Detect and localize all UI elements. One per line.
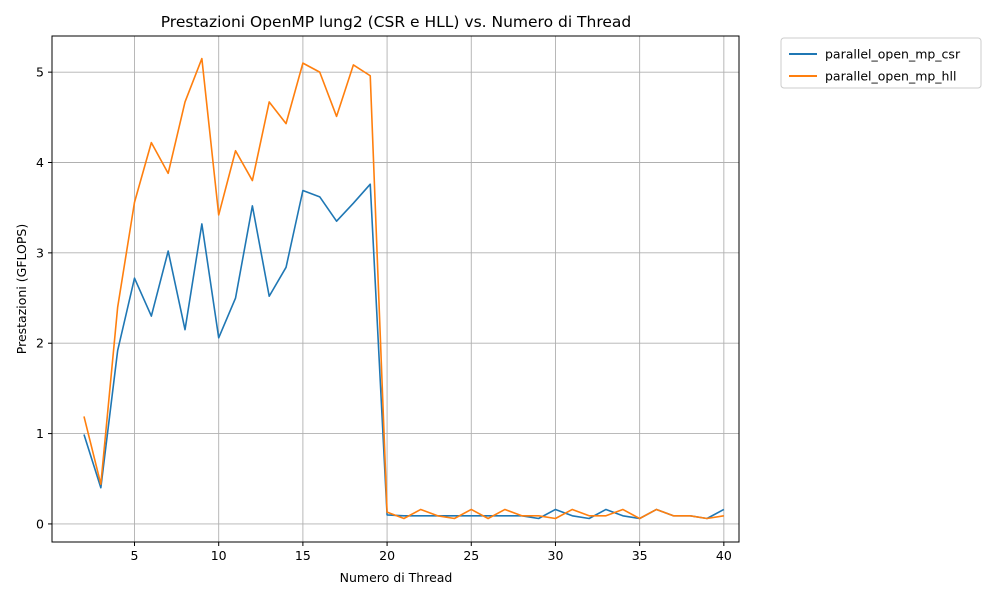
series-line-parallel-open-mp-csr [83,183,725,520]
legend-frame [780,37,982,89]
x-tick-label: 10 [211,548,227,563]
series-line-parallel-open-mp-hll [83,57,724,520]
x-tick-label: 20 [379,548,395,563]
x-tick-label: 40 [716,548,732,563]
x-tick-label: 25 [463,548,479,563]
y-tick-label: 5 [36,65,44,80]
x-axis: 5 10 15 20 25 30 35 40 [131,542,732,563]
x-tick-label: 30 [548,548,564,563]
y-tick-label: 2 [36,336,44,351]
legend-label: parallel_open_mp_csr [825,47,961,62]
x-axis-label: Numero di Thread [340,570,453,585]
series-layer [83,57,725,520]
x-tick-label: 5 [131,548,139,563]
x-tick-label: 35 [632,548,648,563]
y-tick-label: 1 [36,426,44,441]
legend-label: parallel_open_mp_hll [825,69,956,84]
x-tick-label: 15 [295,548,311,563]
y-axis-label: Prestazioni (GFLOPS) [14,224,29,354]
y-axis: 0 1 2 3 4 5 [36,65,52,531]
grid [52,36,739,542]
y-tick-label: 0 [36,516,44,531]
y-tick-label: 3 [36,245,44,260]
legend: parallel_open_mp_csr parallel_open_mp_hll [780,37,982,89]
plot-frame [51,35,740,543]
chart-title: Prestazioni OpenMP lung2 (CSR e HLL) vs.… [161,13,632,31]
y-tick-label: 4 [36,155,44,170]
